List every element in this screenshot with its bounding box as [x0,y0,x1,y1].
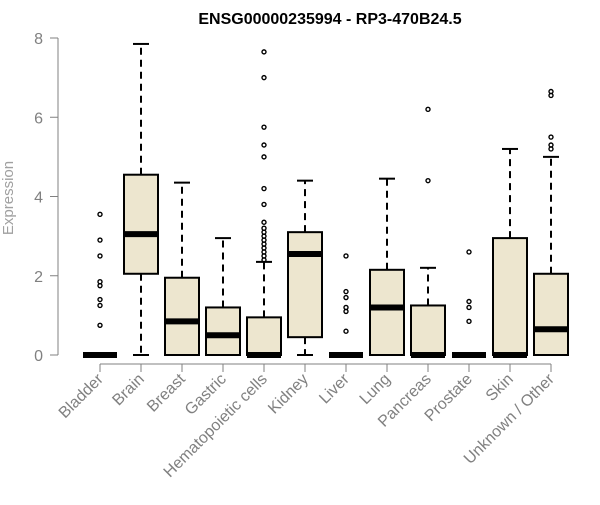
outlier-point [466,318,472,325]
x-tick-label: Brain [109,371,147,409]
x-tick-label: Breast [144,370,189,415]
outlier-point [343,253,349,259]
outlier-point [97,278,103,285]
y-tick-label: 0 [34,348,43,365]
outlier-point [261,225,267,231]
outlier-point [97,253,103,259]
outlier-point [261,74,267,81]
y-axis-label: Expression [0,161,17,235]
outlier-point [548,142,554,148]
x-tick-label: Skin [483,371,517,405]
box [287,231,323,339]
outlier-point [466,304,472,311]
outlier-point [343,328,349,334]
y-tick-label: 4 [34,190,43,207]
box [533,272,569,356]
outlier-point [343,288,349,295]
outlier-point [97,211,103,218]
outlier-point [466,298,472,305]
box [246,316,282,357]
x-tick-label: Bladder [56,370,107,421]
x-tick-label: Lung [357,371,394,408]
box [492,237,528,356]
outlier-point [548,134,554,140]
outlier-point [343,304,349,311]
outlier-point [97,302,103,309]
outlier-point [261,201,267,208]
outlier-point [261,219,267,225]
outlier-point [425,177,431,184]
box [205,306,241,357]
outlier-point [261,185,267,192]
y-tick-label: 6 [34,110,43,127]
outlier-point [261,154,267,160]
box [410,304,446,356]
box [123,173,159,275]
x-tick-label: Liver [316,370,353,407]
x-tick-label: Kidney [265,371,312,418]
outlier-point [425,106,431,113]
outlier-point [261,142,267,148]
outlier-point [261,124,267,130]
outlier-point [548,88,554,95]
outlier-point [97,296,103,303]
outlier-point [466,249,472,255]
box [164,276,200,357]
outlier-point [343,294,349,301]
box [369,268,405,356]
outlier-point [97,237,103,243]
y-tick-label: 8 [34,31,43,48]
chart-title: ENSG00000235994 - RP3-470B24.5 [198,11,461,28]
outlier-point [261,49,267,55]
outlier-point [97,322,103,328]
y-tick-label: 2 [34,269,43,286]
